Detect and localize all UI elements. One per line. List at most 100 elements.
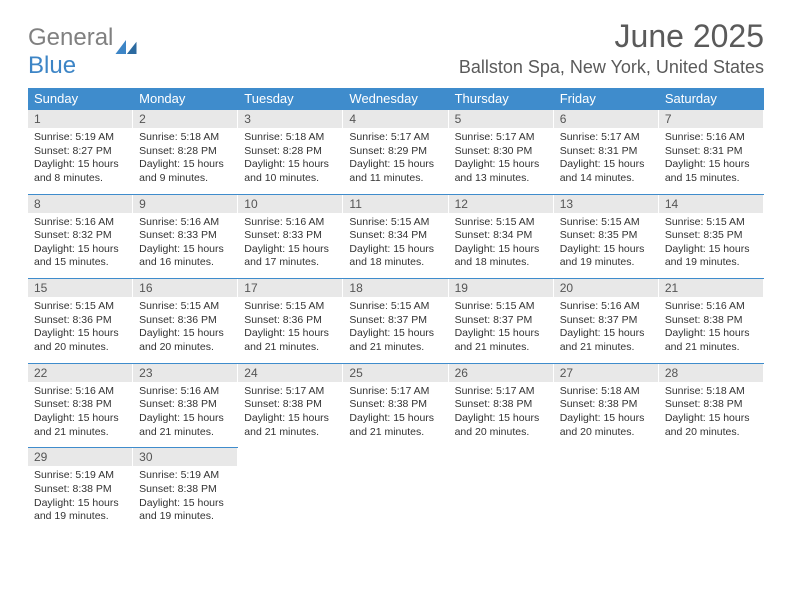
day-number: 20 (554, 279, 659, 297)
calendar-cell: 23Sunrise: 5:16 AMSunset: 8:38 PMDayligh… (133, 363, 238, 448)
day-number: 2 (133, 110, 238, 128)
weekday-header: Wednesday (343, 88, 448, 110)
day-number: 9 (133, 195, 238, 213)
calendar-cell (343, 448, 448, 532)
day-info-line: and 11 minutes. (349, 172, 442, 186)
weekday-header: Saturday (659, 88, 764, 110)
calendar-cell: 16Sunrise: 5:15 AMSunset: 8:36 PMDayligh… (133, 279, 238, 364)
day-info-line: Sunrise: 5:17 AM (349, 385, 442, 399)
calendar-cell: 21Sunrise: 5:16 AMSunset: 8:38 PMDayligh… (659, 279, 764, 364)
day-info-line: and 19 minutes. (665, 256, 758, 270)
day-info-line: Sunrise: 5:16 AM (665, 300, 758, 314)
day-info: Sunrise: 5:19 AMSunset: 8:38 PMDaylight:… (28, 466, 133, 532)
day-info-line: Sunset: 8:37 PM (349, 314, 442, 328)
calendar-cell: 12Sunrise: 5:15 AMSunset: 8:34 PMDayligh… (449, 194, 554, 279)
month-title: June 2025 (459, 18, 764, 55)
day-number: 21 (659, 279, 764, 297)
day-number: 10 (238, 195, 343, 213)
day-info-line: and 21 minutes. (560, 341, 653, 355)
day-info: Sunrise: 5:15 AMSunset: 8:34 PMDaylight:… (343, 213, 448, 279)
day-info: Sunrise: 5:19 AMSunset: 8:27 PMDaylight:… (28, 128, 133, 194)
day-number: 30 (133, 448, 238, 466)
day-info-line: Sunrise: 5:16 AM (244, 216, 337, 230)
day-number: 7 (659, 110, 764, 128)
day-info: Sunrise: 5:19 AMSunset: 8:38 PMDaylight:… (133, 466, 238, 532)
day-info-line: Sunset: 8:38 PM (244, 398, 337, 412)
day-info-line: Sunset: 8:38 PM (34, 398, 127, 412)
day-info-line: Sunrise: 5:15 AM (560, 216, 653, 230)
day-info-line: Sunset: 8:38 PM (455, 398, 548, 412)
day-info: Sunrise: 5:16 AMSunset: 8:33 PMDaylight:… (133, 213, 238, 279)
day-info-line: Daylight: 15 hours (349, 327, 442, 341)
day-info: Sunrise: 5:15 AMSunset: 8:37 PMDaylight:… (343, 297, 448, 363)
day-info-line: Sunset: 8:38 PM (560, 398, 653, 412)
day-info-line: and 21 minutes. (665, 341, 758, 355)
day-info-line: Daylight: 15 hours (139, 412, 232, 426)
calendar-cell: 13Sunrise: 5:15 AMSunset: 8:35 PMDayligh… (554, 194, 659, 279)
calendar-cell: 17Sunrise: 5:15 AMSunset: 8:36 PMDayligh… (238, 279, 343, 364)
day-info: Sunrise: 5:16 AMSunset: 8:38 PMDaylight:… (133, 382, 238, 448)
day-info-line: and 21 minutes. (349, 341, 442, 355)
calendar-cell: 15Sunrise: 5:15 AMSunset: 8:36 PMDayligh… (28, 279, 133, 364)
day-info-line: Sunset: 8:34 PM (455, 229, 548, 243)
day-number: 12 (449, 195, 554, 213)
calendar-cell: 8Sunrise: 5:16 AMSunset: 8:32 PMDaylight… (28, 194, 133, 279)
logo-text-2: Blue (28, 52, 76, 79)
day-info: Sunrise: 5:18 AMSunset: 8:28 PMDaylight:… (238, 128, 343, 194)
calendar-cell: 5Sunrise: 5:17 AMSunset: 8:30 PMDaylight… (449, 110, 554, 195)
calendar-cell: 28Sunrise: 5:18 AMSunset: 8:38 PMDayligh… (659, 363, 764, 448)
day-number: 16 (133, 279, 238, 297)
calendar-cell: 26Sunrise: 5:17 AMSunset: 8:38 PMDayligh… (449, 363, 554, 448)
day-info-line: Sunrise: 5:18 AM (560, 385, 653, 399)
calendar-cell: 24Sunrise: 5:17 AMSunset: 8:38 PMDayligh… (238, 363, 343, 448)
day-info-line: Daylight: 15 hours (139, 327, 232, 341)
day-info-line: Sunrise: 5:17 AM (244, 385, 337, 399)
day-number: 17 (238, 279, 343, 297)
day-info-line: Daylight: 15 hours (665, 158, 758, 172)
day-info-line: Sunrise: 5:15 AM (244, 300, 337, 314)
logo: General Blue (28, 24, 137, 80)
calendar-cell: 7Sunrise: 5:16 AMSunset: 8:31 PMDaylight… (659, 110, 764, 195)
day-info-line: and 15 minutes. (34, 256, 127, 270)
day-info-line: Sunset: 8:38 PM (139, 483, 232, 497)
calendar-cell: 20Sunrise: 5:16 AMSunset: 8:37 PMDayligh… (554, 279, 659, 364)
day-info: Sunrise: 5:18 AMSunset: 8:38 PMDaylight:… (659, 382, 764, 448)
day-info-line: and 19 minutes. (34, 510, 127, 524)
day-number: 28 (659, 364, 764, 382)
day-info-line: Sunset: 8:38 PM (34, 483, 127, 497)
header: General Blue June 2025 Ballston Spa, New… (28, 18, 764, 80)
calendar-cell: 3Sunrise: 5:18 AMSunset: 8:28 PMDaylight… (238, 110, 343, 195)
day-number: 27 (554, 364, 659, 382)
day-info-line: and 21 minutes. (34, 426, 127, 440)
day-info-line: Daylight: 15 hours (34, 327, 127, 341)
calendar-page: General Blue June 2025 Ballston Spa, New… (0, 0, 792, 532)
day-info: Sunrise: 5:17 AMSunset: 8:38 PMDaylight:… (343, 382, 448, 448)
day-number: 8 (28, 195, 133, 213)
day-info-line: Sunrise: 5:16 AM (665, 131, 758, 145)
day-info-line: Sunset: 8:38 PM (349, 398, 442, 412)
day-info: Sunrise: 5:17 AMSunset: 8:38 PMDaylight:… (238, 382, 343, 448)
day-info-line: and 18 minutes. (349, 256, 442, 270)
day-info-line: Sunrise: 5:17 AM (560, 131, 653, 145)
day-info-line: Daylight: 15 hours (139, 243, 232, 257)
day-info-line: Sunset: 8:29 PM (349, 145, 442, 159)
logo-text-1: General (28, 24, 113, 51)
calendar-cell: 18Sunrise: 5:15 AMSunset: 8:37 PMDayligh… (343, 279, 448, 364)
day-info-line: Daylight: 15 hours (455, 243, 548, 257)
calendar-cell: 4Sunrise: 5:17 AMSunset: 8:29 PMDaylight… (343, 110, 448, 195)
day-info-line: and 21 minutes. (244, 341, 337, 355)
day-info-line: Sunset: 8:36 PM (244, 314, 337, 328)
day-info-line: Daylight: 15 hours (349, 412, 442, 426)
calendar-cell: 11Sunrise: 5:15 AMSunset: 8:34 PMDayligh… (343, 194, 448, 279)
day-number: 13 (554, 195, 659, 213)
day-info-line: Sunrise: 5:19 AM (34, 469, 127, 483)
day-info-line: Daylight: 15 hours (665, 412, 758, 426)
day-info-line: Sunset: 8:38 PM (665, 398, 758, 412)
day-info-line: Daylight: 15 hours (560, 412, 653, 426)
calendar-cell: 9Sunrise: 5:16 AMSunset: 8:33 PMDaylight… (133, 194, 238, 279)
day-info-line: Sunset: 8:36 PM (34, 314, 127, 328)
day-info-line: Daylight: 15 hours (560, 158, 653, 172)
day-info-line: and 21 minutes. (139, 426, 232, 440)
day-info: Sunrise: 5:15 AMSunset: 8:35 PMDaylight:… (659, 213, 764, 279)
day-info: Sunrise: 5:16 AMSunset: 8:38 PMDaylight:… (28, 382, 133, 448)
